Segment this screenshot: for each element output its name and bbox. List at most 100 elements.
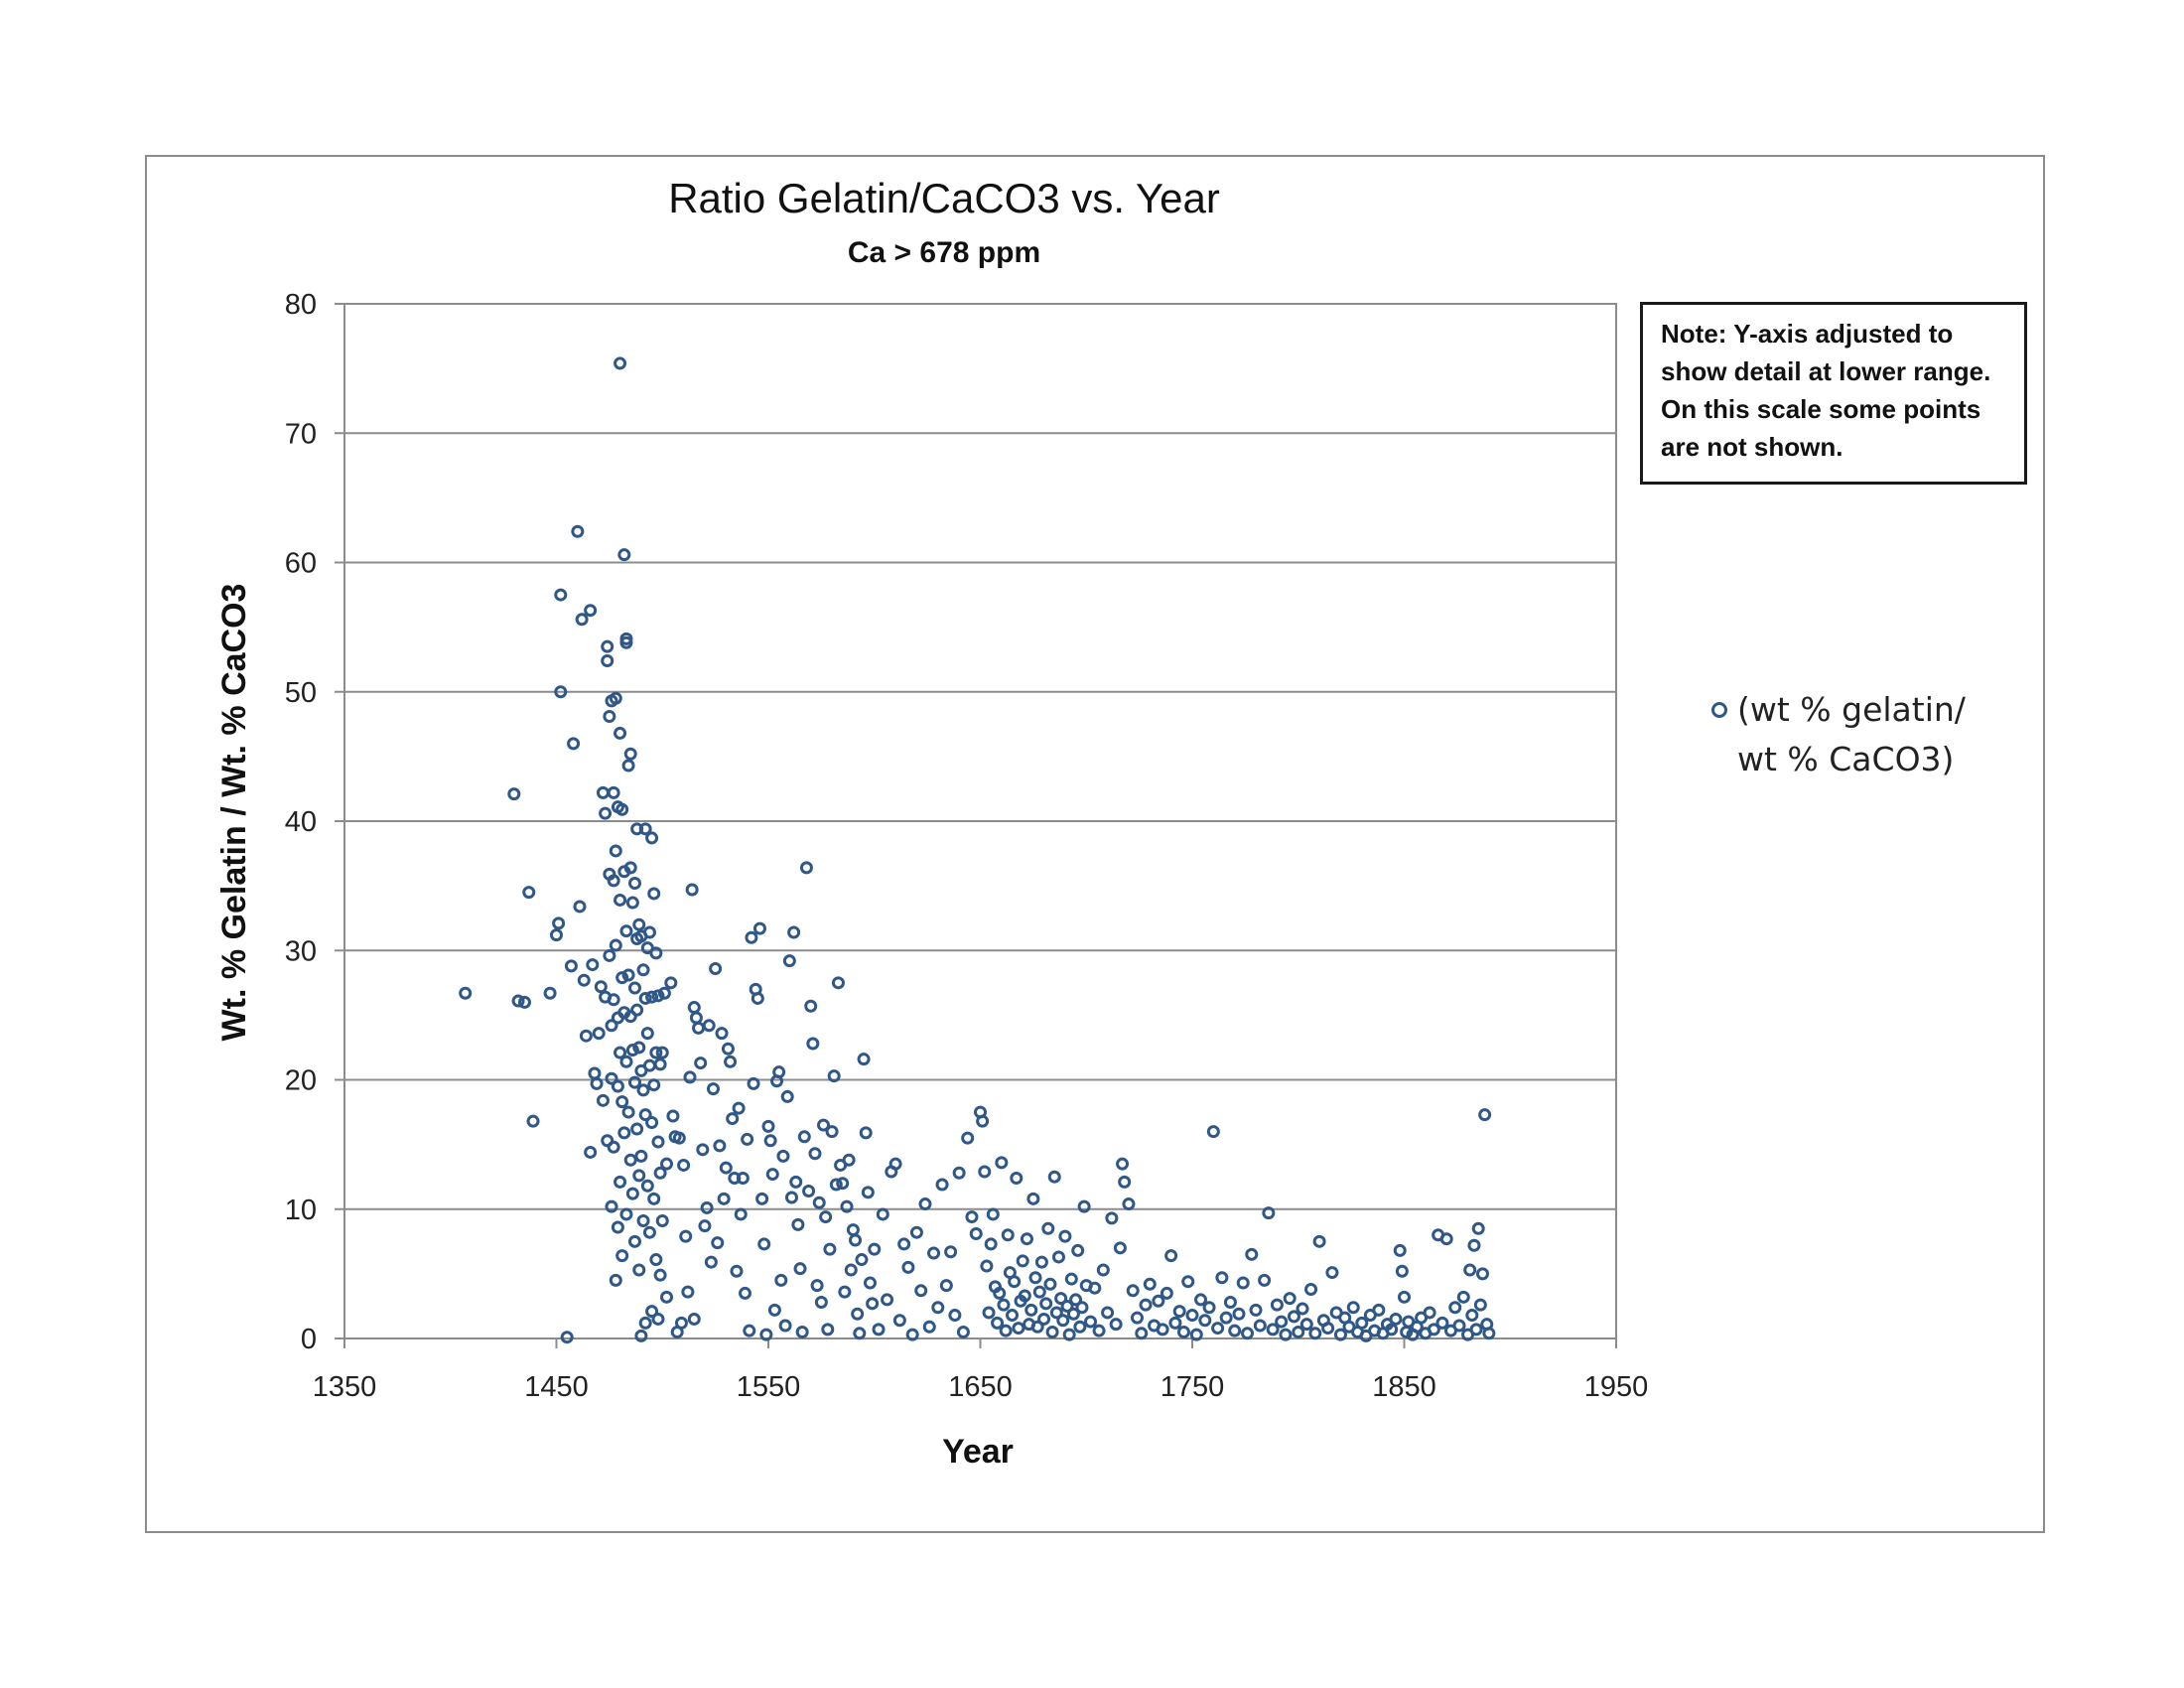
data-point bbox=[1096, 1263, 1110, 1277]
x-tick-label-1950: 1950 bbox=[1584, 1371, 1649, 1403]
data-point bbox=[859, 1126, 873, 1140]
data-point bbox=[1030, 1320, 1044, 1334]
data-point bbox=[507, 787, 521, 801]
data-point bbox=[1355, 1316, 1369, 1330]
data-point bbox=[653, 1268, 667, 1282]
data-point bbox=[645, 831, 659, 845]
data-point bbox=[1092, 1324, 1106, 1337]
data-point bbox=[840, 1199, 854, 1213]
data-point bbox=[630, 1122, 644, 1136]
data-point bbox=[1194, 1293, 1208, 1307]
data-point bbox=[918, 1197, 932, 1211]
data-point bbox=[853, 1327, 867, 1340]
data-point bbox=[734, 1207, 748, 1221]
data-point bbox=[1056, 1314, 1070, 1328]
data-point bbox=[632, 1041, 646, 1055]
data-point bbox=[1075, 1301, 1089, 1315]
data-point bbox=[632, 1169, 646, 1183]
data-point bbox=[607, 785, 620, 799]
data-point bbox=[782, 954, 796, 968]
data-point bbox=[642, 925, 656, 939]
data-point bbox=[905, 1328, 919, 1341]
data-point bbox=[649, 1253, 663, 1267]
data-point bbox=[459, 986, 473, 1000]
data-point bbox=[672, 1131, 686, 1145]
data-point bbox=[1118, 1175, 1132, 1189]
data-point bbox=[1164, 1249, 1178, 1263]
data-point bbox=[1389, 1312, 1403, 1326]
data-point bbox=[687, 1312, 701, 1326]
data-point bbox=[797, 1130, 811, 1144]
data-point bbox=[986, 1207, 1000, 1221]
data-point bbox=[615, 802, 629, 816]
data-point bbox=[636, 1213, 650, 1227]
data-point bbox=[868, 1242, 882, 1256]
data-point bbox=[560, 1331, 574, 1344]
data-point bbox=[810, 1279, 824, 1293]
data-point bbox=[812, 1196, 826, 1209]
data-point bbox=[876, 1207, 889, 1221]
data-point bbox=[1482, 1327, 1496, 1340]
data-point bbox=[1223, 1296, 1237, 1310]
data-point bbox=[1439, 1232, 1453, 1246]
legend-label: (wt % gelatin/ wt % CaCO3) bbox=[1737, 690, 1966, 778]
data-point bbox=[615, 1095, 629, 1109]
data-point bbox=[649, 1046, 663, 1059]
data-point bbox=[1181, 1275, 1195, 1289]
data-point bbox=[761, 1119, 775, 1133]
data-point bbox=[747, 1076, 760, 1090]
data-point bbox=[522, 886, 536, 900]
data-point bbox=[1039, 1297, 1053, 1311]
data-point bbox=[689, 1011, 703, 1025]
data-point bbox=[1219, 1311, 1233, 1325]
data-point bbox=[609, 691, 622, 705]
data-point bbox=[588, 1066, 602, 1080]
data-point bbox=[717, 1192, 731, 1205]
data-point bbox=[751, 991, 764, 1005]
data-point bbox=[1245, 1247, 1259, 1261]
data-point bbox=[765, 1168, 779, 1182]
data-point bbox=[1249, 1303, 1263, 1317]
data-point bbox=[881, 1293, 894, 1307]
data-point bbox=[614, 1175, 627, 1189]
data-point bbox=[619, 1055, 633, 1068]
data-point bbox=[1001, 1228, 1015, 1242]
data-point bbox=[821, 1323, 835, 1336]
data-point bbox=[1206, 1125, 1220, 1139]
data-point bbox=[634, 1149, 648, 1163]
data-point bbox=[596, 785, 610, 799]
data-point bbox=[666, 1109, 680, 1123]
data-point bbox=[647, 1192, 661, 1205]
data-point bbox=[978, 1165, 992, 1179]
data-point bbox=[1020, 1232, 1033, 1246]
data-point bbox=[638, 991, 652, 1005]
data-point bbox=[1275, 1315, 1289, 1329]
data-point bbox=[664, 976, 678, 990]
data-point bbox=[1448, 1301, 1462, 1315]
data-point bbox=[517, 995, 531, 1009]
data-point bbox=[787, 925, 801, 939]
data-point bbox=[685, 883, 699, 897]
data-point bbox=[1032, 1285, 1046, 1299]
data-point bbox=[1037, 1312, 1051, 1326]
data-point bbox=[914, 1284, 928, 1298]
data-point bbox=[732, 1101, 746, 1115]
y-tick-label-0: 0 bbox=[301, 1324, 317, 1355]
data-point bbox=[590, 1076, 604, 1090]
data-point bbox=[935, 1178, 949, 1192]
data-point bbox=[605, 1071, 618, 1085]
data-point bbox=[976, 1114, 990, 1128]
data-point bbox=[909, 1225, 923, 1239]
data-point bbox=[627, 1234, 641, 1248]
data-point bbox=[592, 1027, 606, 1041]
data-point bbox=[1109, 1318, 1123, 1332]
data-point bbox=[711, 1236, 725, 1250]
data-point bbox=[642, 1225, 656, 1239]
data-point bbox=[550, 928, 563, 942]
data-point bbox=[1062, 1328, 1076, 1341]
data-point bbox=[944, 1245, 958, 1259]
data-point bbox=[1008, 1275, 1022, 1289]
data-point bbox=[897, 1237, 911, 1251]
data-point bbox=[603, 709, 616, 723]
data-point bbox=[1232, 1307, 1246, 1321]
